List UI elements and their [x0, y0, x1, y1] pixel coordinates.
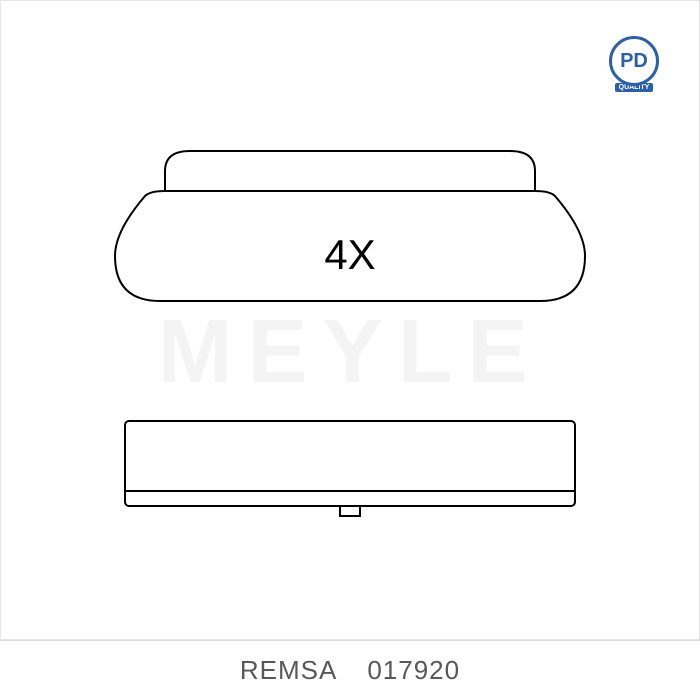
footer: REMSA 017920 — [0, 640, 700, 700]
diagram-area: PD QUALITY MEYLE 4X — [0, 0, 700, 640]
part-number-label: 017920 — [367, 655, 460, 686]
pd-badge-text: PD — [620, 50, 648, 73]
pd-quality-badge: PD QUALITY — [604, 36, 664, 108]
brake-pad-top-view — [95, 411, 605, 536]
brand-label: REMSA — [240, 655, 337, 686]
pad-profile-rect — [125, 421, 575, 506]
pd-badge-circle: PD — [609, 36, 659, 86]
quantity-label: 4X — [324, 231, 375, 279]
pad-profile-tab — [340, 506, 360, 516]
brake-pad-bottom-svg — [95, 411, 605, 531]
